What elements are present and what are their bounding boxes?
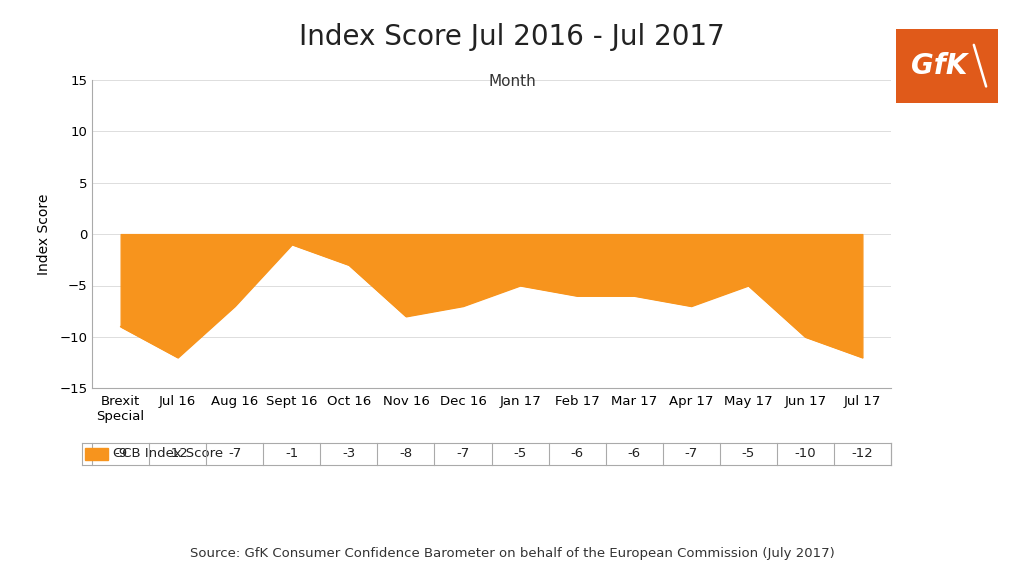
Text: -7: -7 (685, 448, 697, 460)
Text: -5: -5 (741, 448, 755, 460)
Text: -1: -1 (286, 448, 298, 460)
Text: -12: -12 (167, 448, 188, 460)
Text: GfK: GfK (910, 51, 968, 80)
Text: -8: -8 (399, 448, 413, 460)
Text: -6: -6 (628, 448, 641, 460)
Text: -6: -6 (570, 448, 584, 460)
Y-axis label: Index Score: Index Score (37, 194, 51, 275)
Text: -9: -9 (114, 448, 127, 460)
Text: Index Score Jul 2016 - Jul 2017: Index Score Jul 2016 - Jul 2017 (299, 23, 725, 51)
Text: -5: -5 (513, 448, 526, 460)
Text: -7: -7 (228, 448, 242, 460)
Text: -7: -7 (457, 448, 470, 460)
Text: CCB Index Score: CCB Index Score (113, 448, 223, 460)
Text: -3: -3 (342, 448, 355, 460)
Text: Month: Month (488, 74, 536, 89)
Text: Source: GfK Consumer Confidence Barometer on behalf of the European Commission (: Source: GfK Consumer Confidence Baromete… (189, 546, 835, 560)
Text: -12: -12 (852, 448, 873, 460)
Text: -10: -10 (795, 448, 816, 460)
